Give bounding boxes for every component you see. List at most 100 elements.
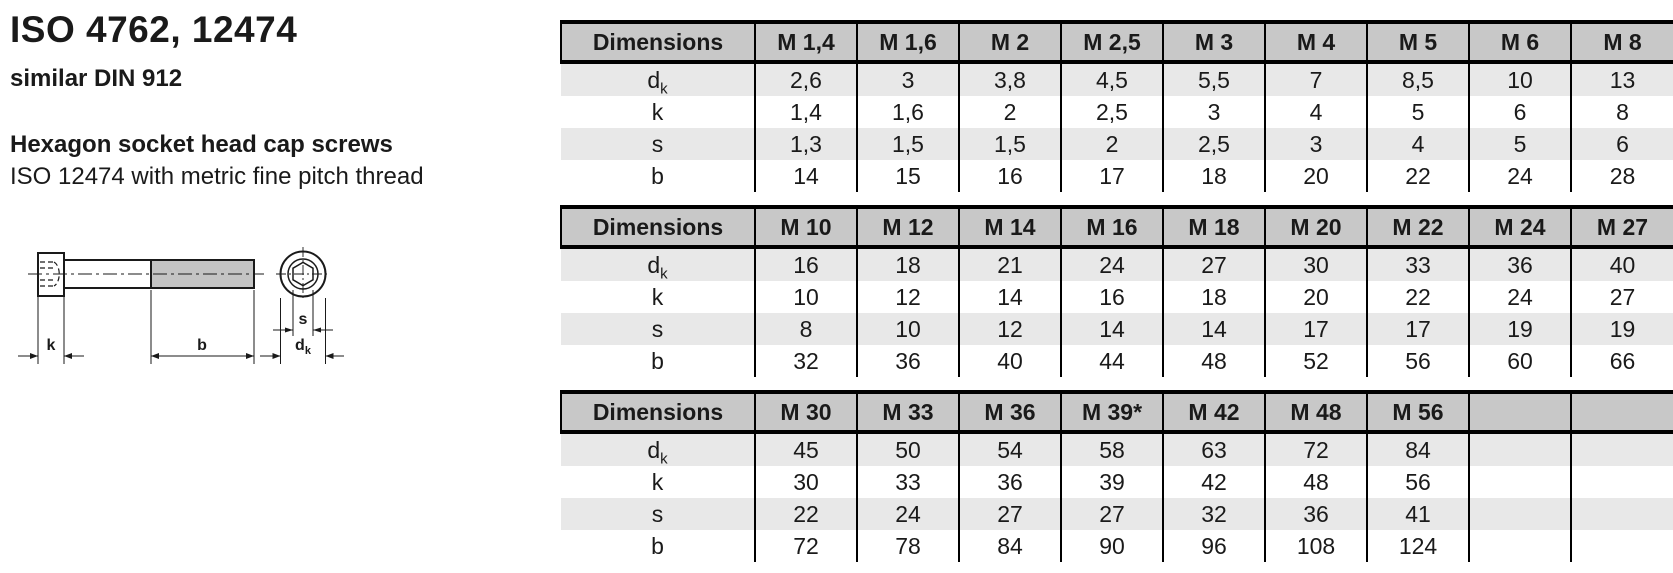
column-header: M 12 bbox=[856, 205, 959, 249]
value-cell: 39 bbox=[1060, 466, 1163, 498]
value-cell: 44 bbox=[1060, 345, 1163, 377]
column-header: M 42 bbox=[1162, 390, 1265, 434]
row-label: s bbox=[651, 500, 664, 527]
value-cell: 16 bbox=[958, 160, 1061, 192]
value-cell: 36 bbox=[1468, 247, 1571, 281]
value-cell: 84 bbox=[1366, 432, 1469, 466]
value-cell: 36 bbox=[1264, 498, 1367, 530]
hex-socket bbox=[292, 261, 314, 287]
value-cell: 1,6 bbox=[856, 96, 959, 128]
product-note: ISO 12474 with metric fine pitch thread bbox=[10, 162, 424, 190]
value-cell bbox=[1468, 432, 1571, 466]
value-cell: 63 bbox=[1162, 432, 1265, 466]
value-cell: 14 bbox=[1162, 313, 1265, 345]
value-cell: 10 bbox=[1468, 62, 1571, 96]
row-label: b bbox=[651, 162, 664, 189]
value-cell: 17 bbox=[1366, 313, 1469, 345]
value-cell: 7 bbox=[1264, 62, 1367, 96]
column-header: M 33 bbox=[856, 390, 959, 434]
column-header: M 39* bbox=[1060, 390, 1163, 434]
value-cell: 108 bbox=[1264, 530, 1367, 562]
value-cell bbox=[1468, 466, 1571, 498]
value-cell: 3 bbox=[1264, 128, 1367, 160]
value-cell: 54 bbox=[958, 432, 1061, 466]
value-cell: 30 bbox=[1264, 247, 1367, 281]
column-header: M 5 bbox=[1366, 20, 1469, 64]
table-row: dk 2,6 3 3,8 4,5 5,5 7 8,5 10 13 bbox=[561, 62, 1673, 96]
info-block: ISO 4762, 12474 similar DIN 912 Hexagon … bbox=[10, 9, 520, 191]
value-cell: 24 bbox=[856, 498, 959, 530]
column-header: M 2,5 bbox=[1060, 20, 1163, 64]
value-cell: 8 bbox=[754, 313, 857, 345]
value-cell: 4 bbox=[1366, 128, 1469, 160]
column-header: M 1,4 bbox=[754, 20, 857, 64]
table-row: k 30 33 36 39 42 48 56 bbox=[561, 466, 1673, 498]
value-cell: 2 bbox=[958, 96, 1061, 128]
center-cross bbox=[276, 247, 330, 301]
screw-technical-drawing: k b bbox=[18, 247, 344, 364]
value-cell: 1,5 bbox=[958, 128, 1061, 160]
value-cell: 20 bbox=[1264, 160, 1367, 192]
header-row: Dimensions M 30 M 33 M 36 M 39* M 42 M 48 M 56 bbox=[560, 390, 1673, 434]
value-cell: 27 bbox=[958, 498, 1061, 530]
value-cell: 5 bbox=[1468, 128, 1571, 160]
value-cell: 18 bbox=[1162, 160, 1265, 192]
value-cell: 17 bbox=[1264, 313, 1367, 345]
dimension-dk bbox=[260, 298, 344, 364]
value-cell: 48 bbox=[1264, 466, 1367, 498]
value-cell: 16 bbox=[1060, 281, 1163, 313]
value-cell: 1,3 bbox=[754, 128, 857, 160]
row-label: s bbox=[651, 130, 664, 157]
value-cell: 18 bbox=[856, 247, 959, 281]
value-cell: 19 bbox=[1570, 313, 1673, 345]
header-dimensions: Dimensions bbox=[560, 20, 755, 64]
value-cell: 22 bbox=[1366, 281, 1469, 313]
table-row: dk 45 50 54 58 63 72 84 bbox=[561, 432, 1673, 466]
value-cell: 6 bbox=[1570, 128, 1673, 160]
value-cell: 24 bbox=[1468, 281, 1571, 313]
value-cell: 27 bbox=[1162, 247, 1265, 281]
table-row: k 10 12 14 16 18 20 22 24 27 bbox=[561, 281, 1673, 313]
value-cell: 21 bbox=[958, 247, 1061, 281]
value-cell bbox=[1570, 498, 1673, 530]
value-cell: 24 bbox=[1468, 160, 1571, 192]
value-cell: 6 bbox=[1468, 96, 1571, 128]
value-cell: 60 bbox=[1468, 345, 1571, 377]
value-cell: 45 bbox=[754, 432, 857, 466]
value-cell: 52 bbox=[1264, 345, 1367, 377]
column-header: M 3 bbox=[1162, 20, 1265, 64]
value-cell: 18 bbox=[1162, 281, 1265, 313]
value-cell: 14 bbox=[1060, 313, 1163, 345]
value-cell: 41 bbox=[1366, 498, 1469, 530]
value-cell: 66 bbox=[1570, 345, 1673, 377]
value-cell: 13 bbox=[1570, 62, 1673, 96]
value-cell: 36 bbox=[958, 466, 1061, 498]
value-cell: 56 bbox=[1366, 345, 1469, 377]
value-cell: 15 bbox=[856, 160, 959, 192]
row-label: k bbox=[651, 468, 664, 495]
value-cell: 19 bbox=[1468, 313, 1571, 345]
column-header: M 10 bbox=[754, 205, 857, 249]
value-cell: 84 bbox=[958, 530, 1061, 562]
column-header: M 6 bbox=[1468, 20, 1571, 64]
screw-end-view: s dk bbox=[260, 247, 344, 364]
hidden-socket-lines bbox=[40, 261, 60, 287]
value-cell: 90 bbox=[1060, 530, 1163, 562]
value-cell: 17 bbox=[1060, 160, 1163, 192]
value-cell: 24 bbox=[1060, 247, 1163, 281]
value-cell: 72 bbox=[754, 530, 857, 562]
value-cell: 2,6 bbox=[754, 62, 857, 96]
column-header bbox=[1468, 390, 1571, 434]
value-cell: 27 bbox=[1060, 498, 1163, 530]
row-label: dk bbox=[647, 66, 668, 97]
value-cell: 22 bbox=[754, 498, 857, 530]
value-cell: 33 bbox=[1366, 247, 1469, 281]
value-cell bbox=[1570, 432, 1673, 466]
table-row: b 72 78 84 90 96 108 124 bbox=[561, 530, 1673, 562]
value-cell: 58 bbox=[1060, 432, 1163, 466]
value-cell: 42 bbox=[1162, 466, 1265, 498]
column-header: M 2 bbox=[958, 20, 1061, 64]
column-header: M 20 bbox=[1264, 205, 1367, 249]
value-cell: 56 bbox=[1366, 466, 1469, 498]
